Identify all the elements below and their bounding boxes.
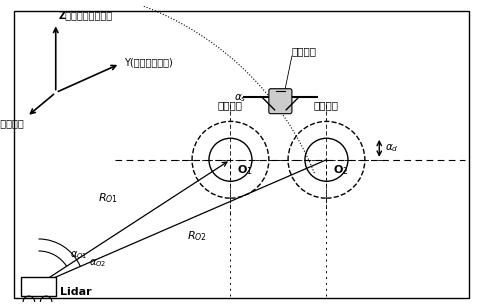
Text: $\alpha_{O1}$: $\alpha_{O1}$ [70, 250, 87, 261]
FancyBboxPatch shape [269, 89, 292, 114]
Text: O$_2$: O$_2$ [333, 164, 349, 177]
Text: Z（截面竖直方向）: Z（截面竖直方向） [58, 10, 113, 21]
Text: $\alpha_d$: $\alpha_d$ [385, 142, 398, 154]
Text: 右翅尾渗: 右翅尾渗 [314, 100, 339, 110]
Text: $\alpha_{O2}$: $\alpha_{O2}$ [89, 257, 107, 269]
Text: Lidar: Lidar [59, 287, 91, 297]
Text: $R_{O2}$: $R_{O2}$ [187, 229, 207, 243]
Bar [21, 277, 56, 296]
Text: 目标飞机: 目标飞机 [292, 46, 317, 56]
Text: 左翅尾渗: 左翅尾渗 [218, 100, 243, 110]
Text: O$_1$: O$_1$ [237, 164, 253, 177]
Text: Y(截面水平方向): Y(截面水平方向) [124, 57, 172, 67]
Text: X（飞行方向）: X（飞行方向） [0, 119, 25, 128]
Text: $\alpha_s$: $\alpha_s$ [234, 92, 246, 104]
Text: $R_{O1}$: $R_{O1}$ [98, 191, 118, 205]
